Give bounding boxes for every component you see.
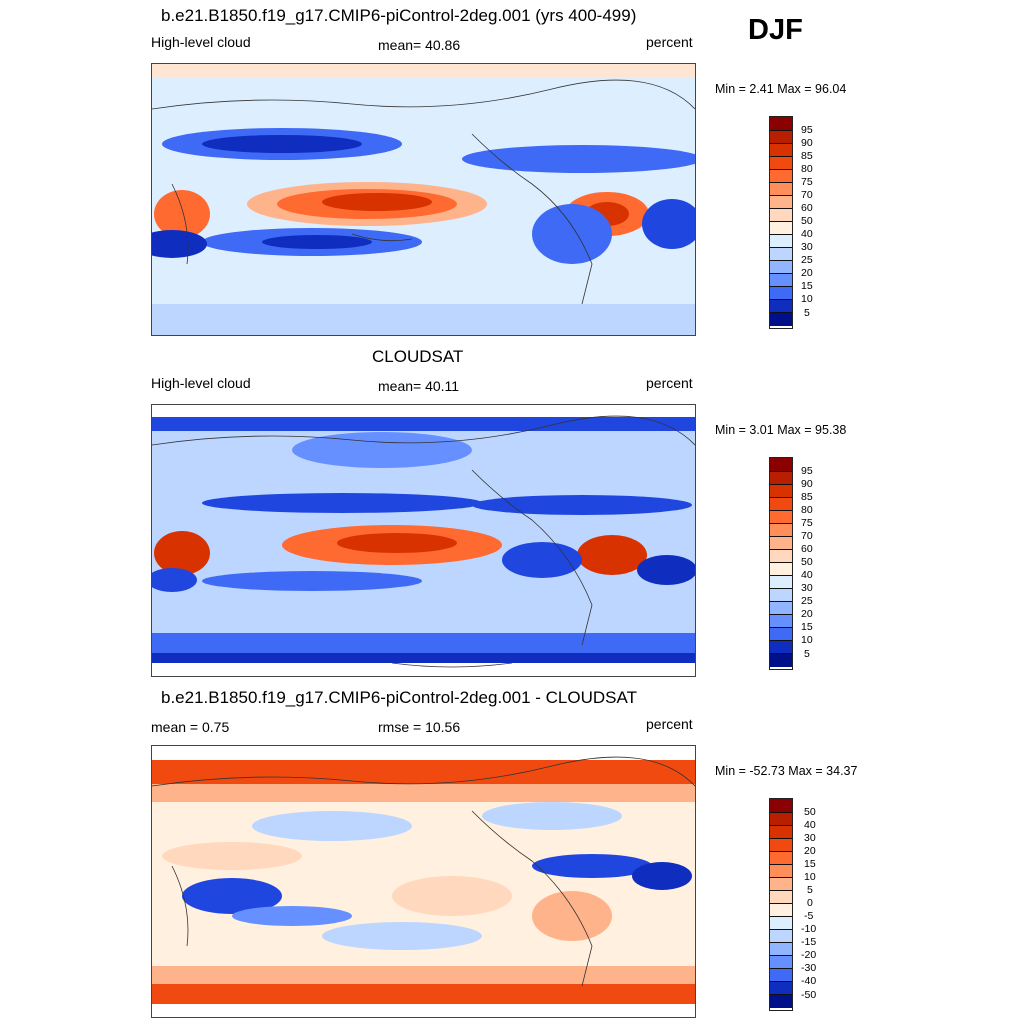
panel1-tick: 80	[801, 163, 813, 175]
panel3-tick: -5	[804, 910, 814, 922]
panel2-minmax: Min = 3.01 Max = 95.38	[715, 423, 847, 437]
panel1-tick: 60	[801, 202, 813, 214]
panel3-units: percent	[646, 716, 693, 732]
panel1-minmax: Min = 2.41 Max = 96.04	[715, 82, 847, 96]
panel2-colorbar	[769, 457, 793, 670]
panel2-contour-field	[152, 405, 695, 676]
panel1-tick: 95	[801, 124, 813, 136]
panel3-tick: 20	[804, 845, 816, 857]
panel2-tick: 75	[801, 517, 813, 529]
panel1-tick: 15	[801, 280, 813, 292]
panel3-tick: 30	[804, 832, 816, 844]
panel3-contour-field	[152, 746, 695, 1017]
panel2-tick: 90	[801, 478, 813, 490]
panel3-tick: 40	[804, 819, 816, 831]
panel2-tick: 95	[801, 465, 813, 477]
panel3-title: b.e21.B1850.f19_g17.CMIP6-piControl-2deg…	[161, 688, 637, 707]
panel2-mean: mean= 40.11	[378, 378, 460, 394]
panel1-tick: 10	[801, 293, 813, 305]
panel3-mean: mean = 0.75	[151, 719, 230, 735]
panel3-colorbar	[769, 798, 793, 1011]
panel1-tick: 30	[801, 241, 813, 253]
panel2-tick: 60	[801, 543, 813, 555]
panel1-tick: 70	[801, 189, 813, 201]
panel3-map	[151, 745, 696, 1018]
panel1-title: b.e21.B1850.f19_g17.CMIP6-piControl-2deg…	[161, 6, 637, 25]
panel3-tick: -10	[801, 923, 817, 935]
panel1-contour-field	[152, 64, 695, 335]
panel3-tick: 0	[807, 897, 813, 909]
panel3-tick: -40	[801, 975, 817, 987]
panel3-tick: 10	[804, 871, 816, 883]
panel1-tick: 90	[801, 137, 813, 149]
panel1-variable: High-level cloud	[151, 34, 251, 50]
panel3-minmax: Min = -52.73 Max = 34.37	[715, 764, 858, 778]
panel3-tick: 15	[804, 858, 816, 870]
panel1-map	[151, 63, 696, 336]
panel3-tick: -15	[801, 936, 817, 948]
panel2-map	[151, 404, 696, 677]
panel3-rmse: rmse = 10.56	[378, 719, 461, 735]
panel2-tick: 25	[801, 595, 813, 607]
panel1-colorbar	[769, 116, 793, 329]
panel2-tick: 5	[804, 648, 810, 660]
panel3-tick: -20	[801, 949, 817, 961]
panel1-mean: mean= 40.86	[378, 37, 461, 53]
panel2-tick: 85	[801, 491, 813, 503]
panel1-tick: 25	[801, 254, 813, 266]
panel1-tick: 85	[801, 150, 813, 162]
season-label: DJF	[748, 14, 803, 46]
panel1-tick: 20	[801, 267, 813, 279]
panel3-tick: -50	[801, 989, 817, 1001]
panel1-tick: 50	[801, 215, 813, 227]
panel2-tick: 15	[801, 621, 813, 633]
panel1-tick: 40	[801, 228, 813, 240]
panel1-tick: 5	[804, 307, 810, 319]
panel2-units: percent	[646, 375, 693, 391]
panel2-tick: 80	[801, 504, 813, 516]
panel1-units: percent	[646, 34, 693, 50]
panel2-tick: 70	[801, 530, 813, 542]
panel2-tick: 50	[801, 556, 813, 568]
panel2-tick: 20	[801, 608, 813, 620]
panel2-tick: 40	[801, 569, 813, 581]
panel2-tick: 30	[801, 582, 813, 594]
panel2-title: CLOUDSAT	[372, 347, 464, 366]
panel3-tick: -30	[801, 962, 817, 974]
panel1-tick: 75	[801, 176, 813, 188]
panel2-variable: High-level cloud	[151, 375, 251, 391]
panel3-tick: 5	[807, 884, 813, 896]
panel3-tick: 50	[804, 806, 816, 818]
panel2-tick: 10	[801, 634, 813, 646]
